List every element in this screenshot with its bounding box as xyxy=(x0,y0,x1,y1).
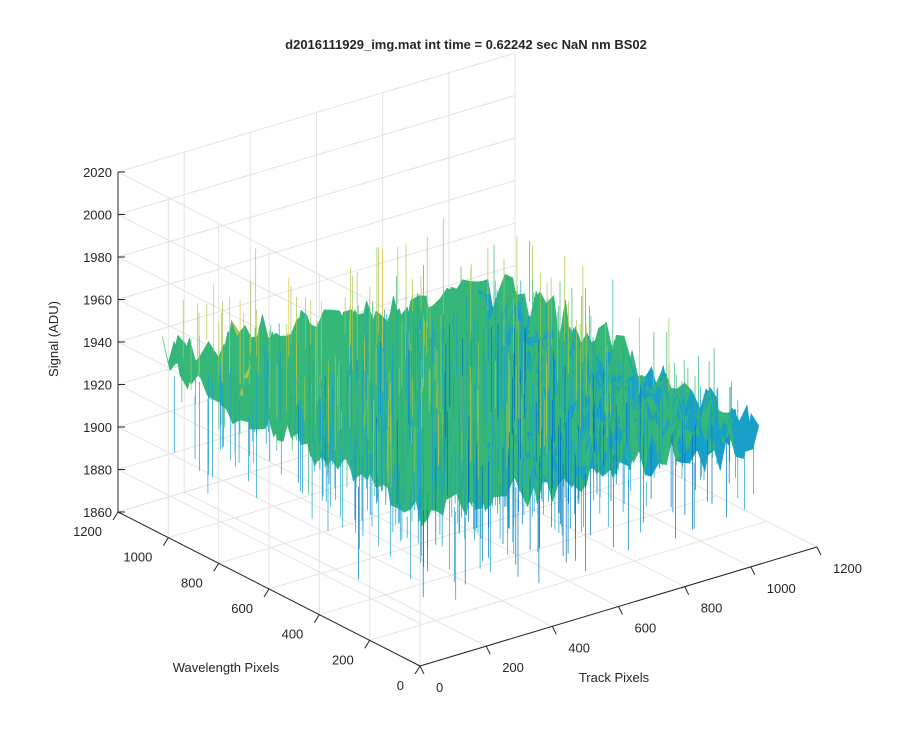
z-axis-label: Signal (ADU) xyxy=(46,301,61,377)
y-tick xyxy=(213,563,220,572)
x-tick xyxy=(750,566,756,576)
y-tick xyxy=(162,537,169,546)
x-tick xyxy=(419,665,425,675)
y-tick xyxy=(364,640,371,649)
y-tick xyxy=(112,511,119,521)
z-tick-label: 1940 xyxy=(83,335,112,350)
z-tick-label: 2000 xyxy=(83,208,112,223)
z-tick-label: 1980 xyxy=(83,250,112,265)
y-tick-label: 200 xyxy=(332,652,354,667)
x-tick xyxy=(551,626,557,635)
x-tick-label: 1000 xyxy=(767,581,796,596)
wall-grid-line xyxy=(117,426,421,582)
y-tick-label: 400 xyxy=(282,627,304,642)
surface-plot xyxy=(162,218,760,600)
floor-grid-line xyxy=(369,520,767,641)
z-tick-label: 1960 xyxy=(83,293,112,308)
x-tick-label: 1200 xyxy=(833,561,862,576)
z-tick-label: 1920 xyxy=(83,378,112,393)
z-tick-label: 2020 xyxy=(83,165,112,180)
wall-grid-line xyxy=(117,222,516,343)
wall-grid-line xyxy=(117,52,516,173)
y-tick xyxy=(313,614,320,623)
y-tick-label: 1200 xyxy=(73,524,102,539)
z-tick-label: 1880 xyxy=(83,463,112,478)
z-tick-label: 1860 xyxy=(83,505,112,520)
x-tick xyxy=(618,606,623,615)
x-tick-label: 600 xyxy=(635,621,657,636)
x-tick xyxy=(684,586,690,595)
y-tick-label: 1000 xyxy=(123,550,152,565)
y-tick-label: 800 xyxy=(181,575,203,590)
x-axis-label: Track Pixels xyxy=(579,670,650,685)
wall-grid-line xyxy=(117,384,421,539)
x-tick-label: 800 xyxy=(701,601,723,616)
wall-grid-line xyxy=(117,137,516,258)
x-tick-label: 400 xyxy=(568,640,590,655)
y-tick xyxy=(263,588,270,598)
x-tick xyxy=(816,546,822,556)
y-tick xyxy=(414,665,421,675)
y-tick-label: 600 xyxy=(231,601,253,616)
chart-title: d2016111929_img.mat int time = 0.62242 s… xyxy=(285,37,647,52)
wall-grid-line xyxy=(117,180,516,300)
surface-patch xyxy=(744,412,760,452)
x-tick-label: 0 xyxy=(436,680,443,695)
x-tick xyxy=(485,645,491,655)
y-tick-label: 0 xyxy=(397,678,404,693)
axes: 0 200 400 600 800 1000 1200 0 200 400 600 800 1000 12… xyxy=(73,165,862,695)
z-tick-label: 1900 xyxy=(83,420,112,435)
wall-grid-line xyxy=(117,469,421,624)
y-axis-label: Wavelength Pixels xyxy=(173,660,280,675)
x-tick-label: 200 xyxy=(502,660,524,675)
wall-grid-line xyxy=(117,95,516,215)
